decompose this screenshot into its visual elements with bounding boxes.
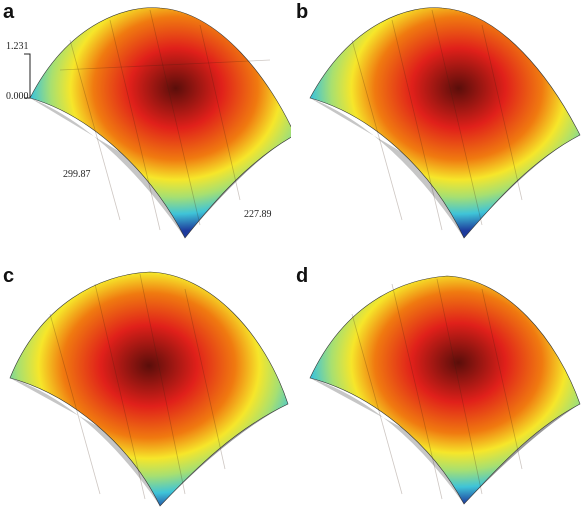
panel-b: b [292, 0, 583, 254]
surface-dome [309, 275, 581, 505]
surface-plot-d [309, 275, 581, 505]
x-extent-label: 299.87 [63, 169, 91, 180]
surface-streaks [351, 278, 523, 500]
panel-label-c: c [3, 265, 15, 287]
surface-streaks [49, 273, 226, 500]
surface-plot-a [24, 7, 291, 239]
z-min-label: 0.000 [6, 91, 29, 102]
z-max-label: 1.231 [6, 41, 29, 52]
surface-streaks [351, 9, 523, 231]
surface-dome [29, 7, 291, 239]
panel-label-d: d [296, 265, 309, 287]
z-scale-bar [24, 53, 31, 99]
surface-plot-b [309, 7, 581, 239]
panel-label-b: b [296, 1, 309, 23]
panel-a: a 1.231 0.000 299.87 227.89 [0, 0, 291, 254]
panel-d: d [292, 254, 583, 508]
panel-label-a: a [3, 1, 15, 23]
surface-dome [309, 7, 581, 239]
panel-c: c [0, 254, 291, 508]
surface-dome [9, 271, 289, 507]
y-extent-label: 227.89 [244, 209, 272, 220]
surface-streaks [59, 9, 271, 231]
surface-plot-c [9, 271, 289, 507]
